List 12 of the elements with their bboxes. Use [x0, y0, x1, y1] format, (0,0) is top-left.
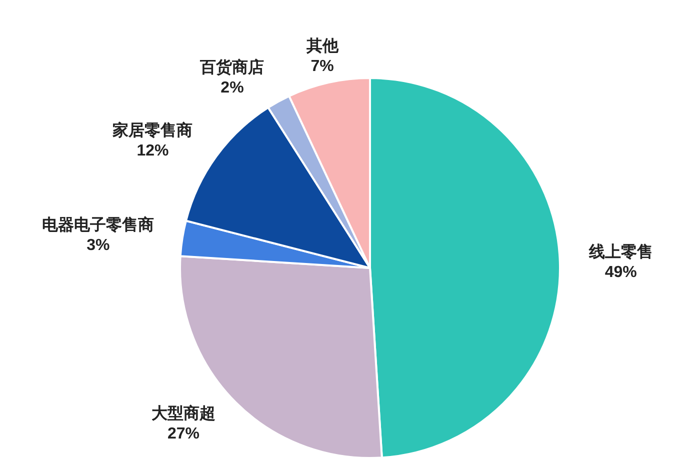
- slice-label: 线上零售: [588, 243, 653, 262]
- data-label: 12%: [136, 142, 169, 160]
- slice-label: 家居零售商: [112, 120, 193, 140]
- data-label: 27%: [167, 426, 200, 443]
- data-label: 2%: [220, 80, 244, 97]
- slice-label: 电器电子零售商: [42, 216, 154, 234]
- slice-label: 百货商店: [199, 58, 264, 77]
- slice-label: 其他: [305, 36, 340, 55]
- data-label: 3%: [86, 236, 110, 254]
- data-label: 49%: [604, 264, 637, 282]
- data-label: 7%: [310, 58, 334, 75]
- slice-label: 大型商超: [151, 404, 216, 423]
